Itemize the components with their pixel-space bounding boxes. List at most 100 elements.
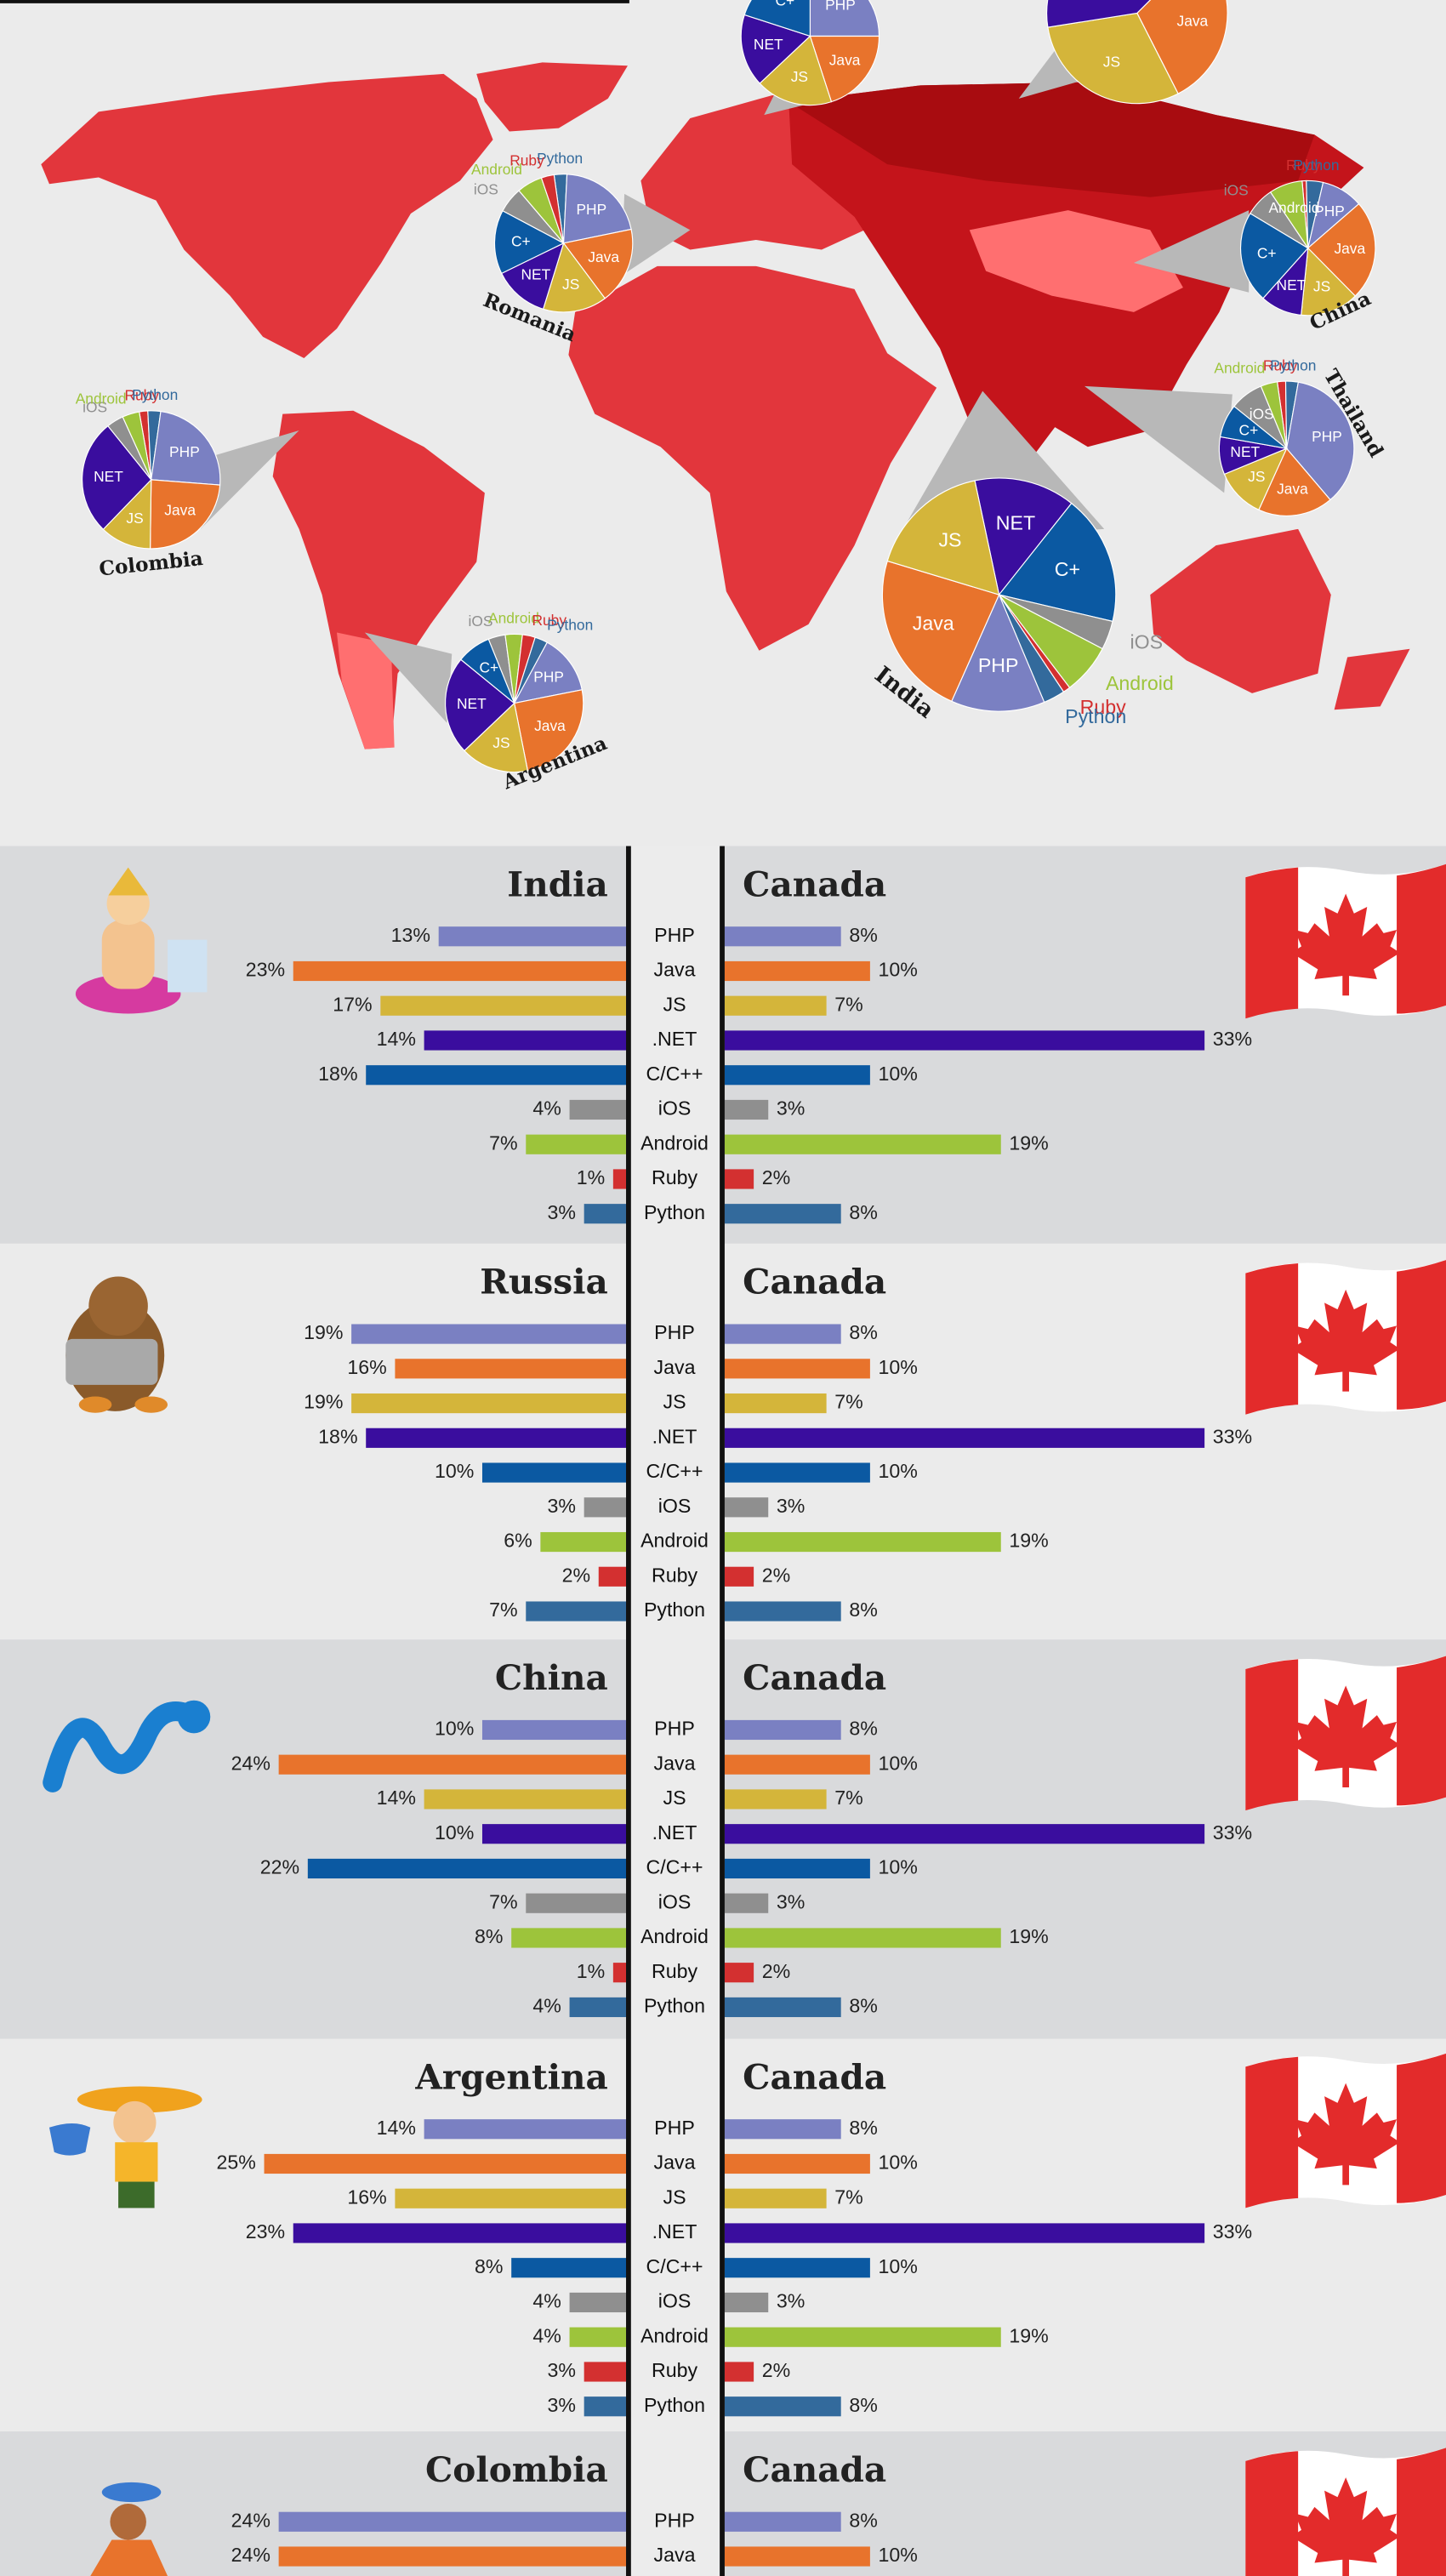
value-label: 14% [377, 2117, 416, 2139]
bar [351, 1393, 628, 1414]
pie-label: Ruby [1080, 696, 1126, 718]
value-label: 8% [849, 1321, 877, 1343]
value-label: 2% [562, 1564, 590, 1586]
category-label: JS [663, 1787, 686, 1809]
pie-slice [950, 593, 1045, 712]
pie-slice [1045, 0, 1152, 28]
pie-slice [513, 641, 583, 704]
pie-label: iOS [1224, 182, 1249, 199]
bar [481, 1719, 628, 1741]
pie-slice [1047, 12, 1179, 105]
bar [395, 2188, 628, 2208]
pie-label: Java [913, 613, 954, 635]
value-label: 8% [475, 1925, 503, 1947]
bar [366, 1065, 628, 1086]
pie-label: PHP [169, 443, 200, 460]
pie-label: PHP [1314, 202, 1345, 219]
pie-label: PHP [1312, 428, 1342, 445]
canada-flag [1245, 1656, 1446, 1811]
pie-label: Python [1065, 705, 1126, 727]
bar [724, 1065, 870, 1086]
pie-label: PHP [825, 0, 856, 14]
bar [598, 1566, 628, 1587]
bar [293, 2223, 628, 2243]
pie-label: Android [1214, 360, 1265, 377]
bar [724, 1359, 870, 1379]
bar [424, 1030, 628, 1051]
bar [278, 2546, 628, 2567]
pie-label: Android [1268, 199, 1319, 216]
value-label: 2% [762, 2359, 790, 2381]
bar [526, 1893, 628, 1913]
pie-label: JS [1103, 54, 1120, 71]
bar [724, 1824, 1205, 1844]
category-label: Ruby [652, 2359, 697, 2381]
category-label: iOS [658, 1097, 692, 1120]
value-label: 13% [391, 924, 430, 946]
bar [724, 995, 827, 1016]
value-label: 3% [777, 2290, 805, 2312]
pie-label: iOS [1130, 630, 1163, 653]
value-label: 33% [1213, 1425, 1252, 1447]
bar [569, 2292, 628, 2313]
category-label: JS [663, 993, 686, 1015]
category-label: .NET [652, 1821, 697, 1844]
category-label: C/C++ [646, 2255, 703, 2277]
pie-slice [1258, 447, 1331, 516]
left-title: India [507, 863, 608, 904]
pie-label: C+ [479, 659, 498, 676]
value-label: 24% [231, 2544, 270, 2566]
pie-label: NET [94, 468, 123, 485]
pie-label: Android [1106, 672, 1174, 694]
value-label: 6% [504, 1530, 532, 1552]
bar [724, 1030, 1205, 1051]
bar [724, 1858, 870, 1879]
bar [724, 1204, 841, 1224]
value-label: 10% [879, 1356, 918, 1378]
pie-label: C+ [1257, 245, 1277, 262]
pie-label: JS [1248, 468, 1265, 485]
category-label: iOS [658, 1495, 692, 1517]
mascot [90, 2482, 168, 2576]
bar [293, 960, 628, 982]
category-label: Android [640, 2324, 709, 2346]
pie-label: NET [1230, 443, 1260, 460]
pie-slice [1260, 381, 1288, 449]
value-label: 8% [849, 2117, 877, 2139]
value-label: 10% [879, 1856, 918, 1878]
value-label: 4% [532, 1995, 561, 2017]
pie-slice [151, 410, 221, 486]
pie-label: NET [754, 36, 783, 53]
right-title: Canada [743, 1262, 886, 1302]
pie-slice [759, 35, 833, 106]
category-label: Python [644, 1599, 705, 1621]
bar [724, 1393, 827, 1414]
pie-label: Ruby [1286, 157, 1321, 174]
value-label: 2% [762, 1564, 790, 1586]
pie-label: Ruby [510, 152, 544, 169]
value-label: 8% [849, 2509, 877, 2531]
mascot [48, 2086, 202, 2208]
value-label: 16% [347, 2186, 386, 2208]
value-label: 22% [260, 1856, 299, 1878]
category-label: PHP [654, 1321, 695, 1343]
bar [569, 1099, 628, 1120]
left-title: Colombia [425, 2449, 608, 2490]
pie-label: iOS [1250, 405, 1274, 422]
value-label: 14% [377, 1028, 416, 1050]
pie-slice [998, 502, 1117, 623]
category-label: .NET [652, 2220, 697, 2243]
bar [540, 1531, 628, 1553]
pie-label: PHP [576, 201, 606, 218]
bar [351, 1324, 628, 1344]
pie-label: JS [938, 529, 961, 551]
bar [366, 1428, 628, 1448]
value-label: 10% [435, 1460, 474, 1482]
value-label: 33% [1213, 2220, 1252, 2243]
category-label: PHP [654, 1718, 695, 1740]
pie-label: NET [457, 695, 487, 712]
pie-label: Python [1293, 157, 1339, 174]
value-label: 24% [231, 1752, 270, 1774]
bar [724, 2327, 1001, 2347]
